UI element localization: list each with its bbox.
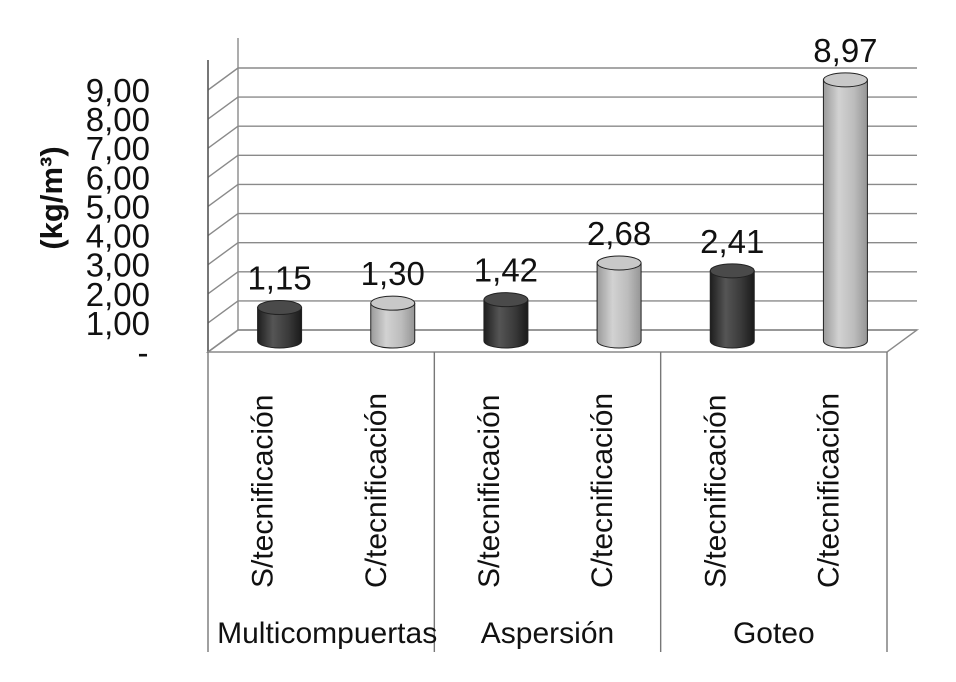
bar bbox=[822, 72, 868, 349]
bar bbox=[257, 300, 303, 349]
group-label: Multicompuertas bbox=[217, 617, 437, 650]
group-label: Goteo bbox=[733, 617, 815, 650]
y-tick-label: 7,00 bbox=[86, 130, 150, 167]
bar bbox=[370, 295, 416, 349]
bar-body bbox=[596, 262, 642, 349]
bar-top bbox=[822, 72, 868, 88]
category-label: S/tecnificación bbox=[473, 395, 506, 588]
y-tick-label: - bbox=[138, 334, 149, 371]
bar-top bbox=[596, 255, 642, 271]
category-label: C/tecnificación bbox=[586, 393, 619, 588]
gridline-depth bbox=[207, 125, 239, 149]
bar-body bbox=[822, 79, 868, 349]
bar-top bbox=[709, 263, 755, 279]
y-tick-label: 5,00 bbox=[86, 188, 150, 225]
category-label: S/tecnificación bbox=[699, 395, 732, 588]
category-label: C/tecnificación bbox=[812, 393, 845, 588]
gridline-depth bbox=[207, 96, 239, 120]
bars bbox=[257, 72, 868, 349]
category-labels: S/tecnificación C/tecnificación S/tecnific… bbox=[247, 393, 846, 588]
bar-body bbox=[370, 302, 416, 349]
data-label: 1,30 bbox=[361, 255, 425, 292]
gridline-depth bbox=[207, 212, 239, 237]
y-tick-labels: -1,002,003,004,005,006,007,008,009,00 bbox=[86, 72, 150, 371]
data-label: 1,15 bbox=[247, 260, 311, 297]
y-tick-label: 9,00 bbox=[86, 72, 150, 109]
y-tick-label: 6,00 bbox=[86, 159, 150, 196]
data-label: 2,68 bbox=[587, 215, 651, 252]
data-label: 1,42 bbox=[474, 252, 538, 289]
y-tick-label: 3,00 bbox=[86, 247, 150, 284]
bar-top bbox=[370, 295, 416, 311]
bar-top bbox=[257, 300, 303, 316]
bar-body bbox=[257, 307, 303, 349]
floor bbox=[205, 329, 920, 353]
y-axis-label: (kg/m³) bbox=[34, 146, 69, 249]
gridline-depth bbox=[207, 183, 239, 208]
bar-top bbox=[483, 292, 529, 308]
bar bbox=[709, 263, 755, 349]
gridline-depth bbox=[207, 67, 239, 91]
bar-body bbox=[709, 270, 755, 349]
data-label: 2,41 bbox=[700, 223, 764, 260]
gridline-depth bbox=[207, 242, 239, 266]
category-label: C/tecnificación bbox=[360, 393, 393, 588]
y-tick-label: 8,00 bbox=[86, 101, 150, 138]
group-labels: Multicompuertas Aspersión Goteo bbox=[217, 617, 815, 650]
gridline-depth bbox=[207, 154, 239, 178]
bar bbox=[483, 292, 529, 349]
y-tick-label: 2,00 bbox=[86, 276, 150, 313]
bar bbox=[596, 255, 642, 349]
gridline-depth bbox=[207, 271, 239, 295]
data-labels: 1,15 1,30 1,42 2,68 2,41 8,97 bbox=[247, 32, 877, 297]
y-tick-label: 4,00 bbox=[86, 218, 150, 255]
data-label: 8,97 bbox=[813, 32, 877, 69]
category-label: S/tecnificación bbox=[247, 395, 280, 588]
gridline-depth bbox=[207, 300, 239, 324]
group-label: Aspersión bbox=[481, 617, 614, 650]
axes bbox=[205, 38, 920, 652]
gridlines bbox=[207, 67, 917, 353]
bar-body bbox=[483, 299, 529, 349]
y-tick-label: 1,00 bbox=[86, 305, 150, 342]
